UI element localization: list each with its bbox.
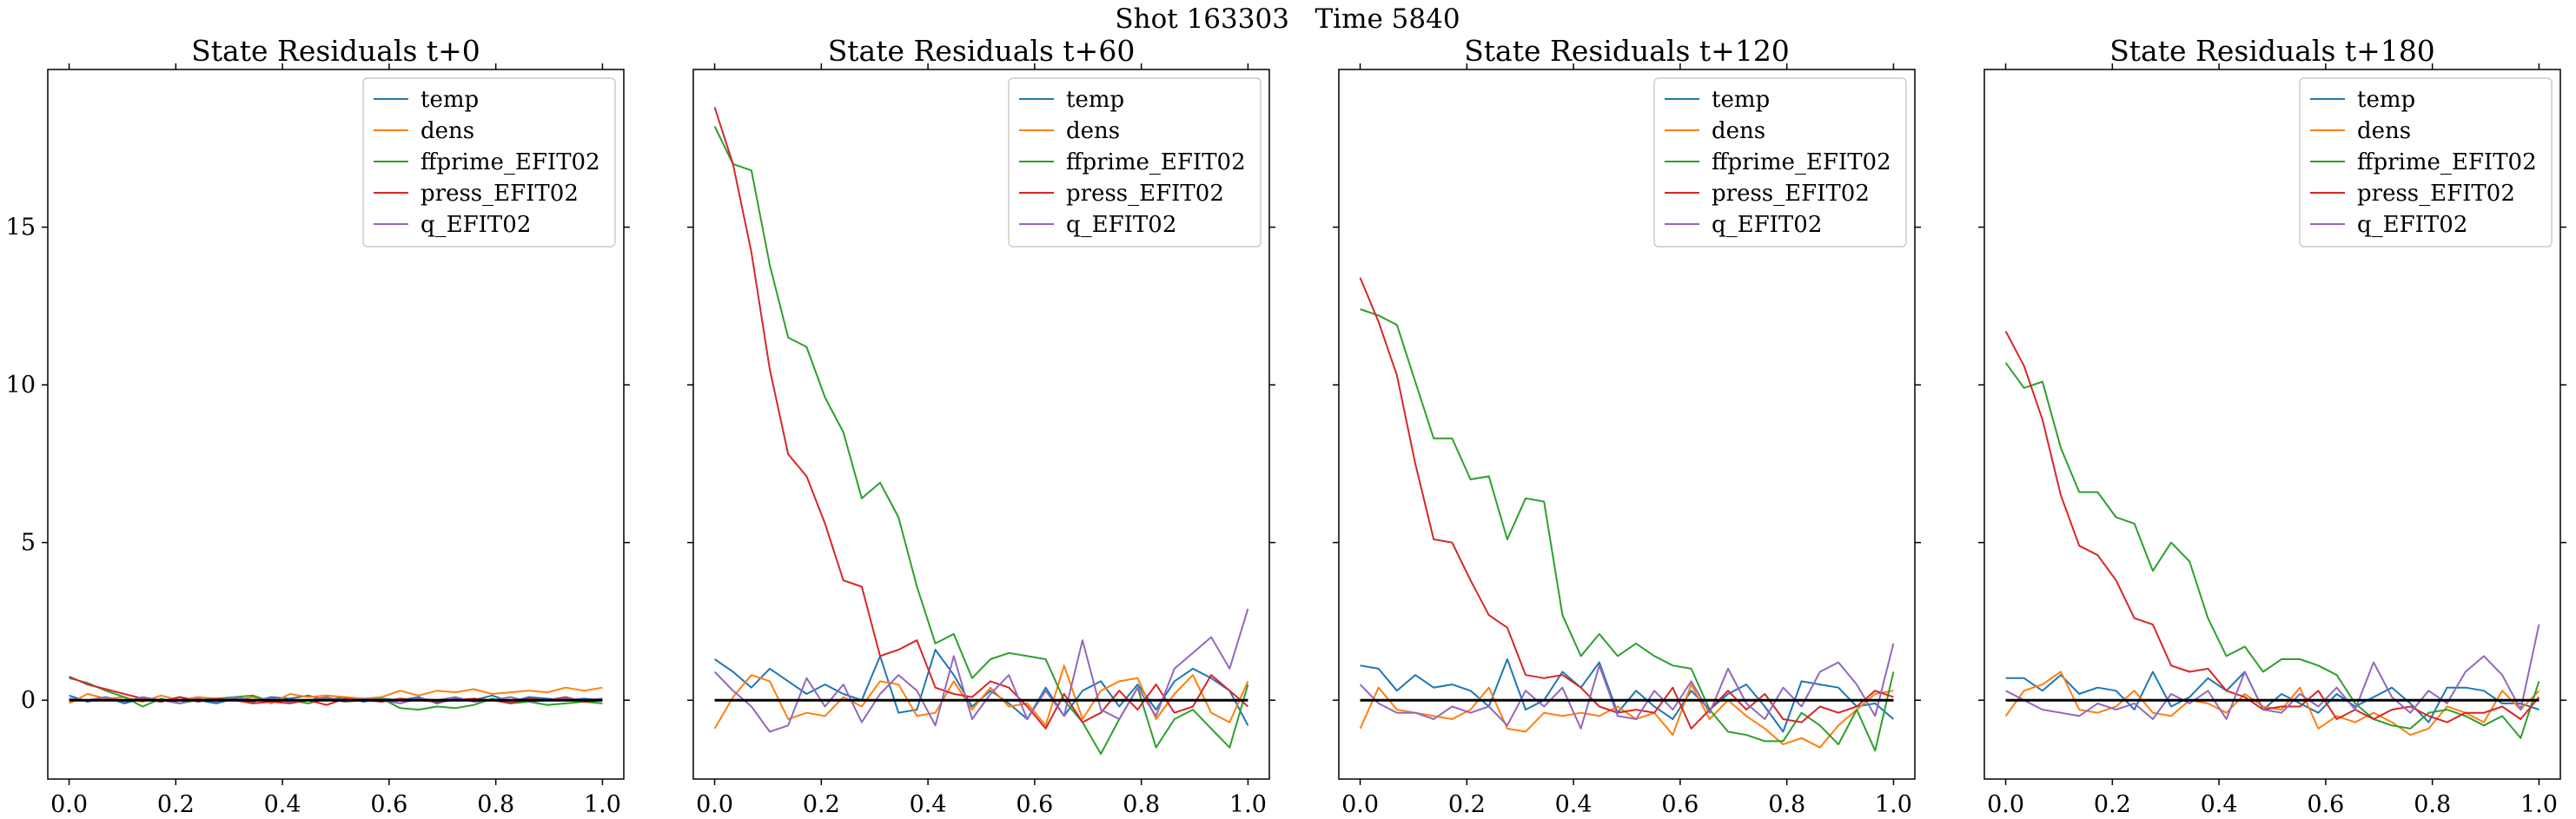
x-tick-label: 0.6 bbox=[1661, 791, 1699, 818]
x-tick-label: 0.2 bbox=[2094, 791, 2131, 818]
series-line-dens bbox=[69, 686, 603, 704]
axes-frame bbox=[1338, 69, 1916, 780]
x-tick-label: 0.6 bbox=[1016, 791, 1053, 818]
x-tick-label: 0.0 bbox=[696, 791, 733, 818]
series-line-dens bbox=[1359, 684, 1894, 749]
x-tick-label: 0.8 bbox=[1768, 791, 1805, 818]
series-line-temp bbox=[1360, 658, 1895, 733]
legend: temp dens ffprime_EFIT02 press_EFIT02 q_EFIT… bbox=[1653, 77, 1907, 248]
series-line-q-efit02 bbox=[713, 608, 1249, 733]
series-line-ffprime-efit02 bbox=[713, 125, 1249, 755]
x-tick-label: 1.0 bbox=[1229, 791, 1267, 818]
series-line-press-efit02 bbox=[713, 107, 1249, 730]
legend-box bbox=[2299, 77, 2553, 248]
legend-label: ffprime_EFIT02 bbox=[1712, 149, 1891, 175]
legend-label: q_EFIT02 bbox=[1066, 212, 1176, 238]
legend-label: q_EFIT02 bbox=[1712, 212, 1822, 238]
y-tick-label: 10 bbox=[6, 372, 36, 399]
x-tick-label: 1.0 bbox=[1875, 791, 1912, 818]
series-line-press-efit02 bbox=[2004, 330, 2540, 723]
subplot-grid: State Residuals t+0 0.0 0.2 0.4 0.6 0.8 1.0 0 5 1… bbox=[6, 34, 2566, 818]
x-tick-label: 0.2 bbox=[803, 791, 840, 818]
legend-label: dens bbox=[1066, 118, 1120, 144]
x-tick-label: 1.0 bbox=[584, 791, 621, 818]
legend: temp dens ffprime_EFIT02 press_EFIT02 q_EFIT… bbox=[362, 77, 616, 248]
legend-box bbox=[1653, 77, 1907, 248]
subplot-2: State Residuals t+60 0.0 0.2 0.4 0.6 0.8 1.0 te… bbox=[687, 34, 1275, 818]
x-tick-label: 0.4 bbox=[1555, 791, 1593, 818]
x-tick-label: 0.2 bbox=[157, 791, 195, 818]
y-tick-label: 0 bbox=[21, 687, 36, 714]
legend-label: q_EFIT02 bbox=[2357, 212, 2467, 238]
legend-label: ffprime_EFIT02 bbox=[2357, 149, 2537, 175]
x-tick-label: 0.4 bbox=[264, 791, 301, 818]
series-line-q-efit02 bbox=[2005, 624, 2540, 720]
x-tick-label: 0.6 bbox=[2307, 791, 2344, 818]
subplot-3: State Residuals t+120 0.0 0.2 0.4 0.6 0.8 1.0 t… bbox=[1333, 34, 1921, 818]
legend-label: press_EFIT02 bbox=[2357, 181, 2515, 207]
x-tick-label: 0.2 bbox=[1448, 791, 1486, 818]
legend-label: dens bbox=[1712, 118, 1765, 144]
x-tick-label: 0.8 bbox=[1122, 791, 1160, 818]
x-tick-label: 0.6 bbox=[370, 791, 407, 818]
figure-suptitle: Shot 163303 Time 5840 bbox=[1115, 3, 1460, 35]
legend-label: temp bbox=[1712, 87, 1770, 113]
legend-label: ffprime_EFIT02 bbox=[421, 149, 600, 175]
subplot-1: State Residuals t+0 0.0 0.2 0.4 0.6 0.8 1.0 0 5 1… bbox=[6, 34, 630, 818]
series-line-ffprime-efit02 bbox=[2004, 362, 2540, 739]
legend-label: dens bbox=[421, 118, 474, 144]
legend-box bbox=[1008, 77, 1262, 248]
x-tick-label: 0.8 bbox=[477, 791, 514, 818]
x-tick-label: 0.4 bbox=[2201, 791, 2238, 818]
series-line-press-efit02 bbox=[1359, 277, 1894, 730]
subplot-title: State Residuals t+180 bbox=[2109, 34, 2435, 68]
axes-frame bbox=[692, 69, 1270, 780]
legend-label: temp bbox=[421, 87, 479, 113]
legend-label: q_EFIT02 bbox=[421, 212, 531, 238]
legend-label: temp bbox=[2357, 87, 2415, 113]
series-line-dens bbox=[713, 664, 1249, 730]
series-line-ffprime-efit02 bbox=[1360, 308, 1895, 752]
subplot-4: State Residuals t+180 0.0 0.2 0.4 0.6 0.8 1.0 t… bbox=[1978, 34, 2566, 818]
series-line-temp bbox=[2005, 670, 2540, 723]
legend-label: press_EFIT02 bbox=[421, 181, 579, 207]
y-tick-label: 15 bbox=[6, 215, 36, 241]
legend-label: press_EFIT02 bbox=[1066, 181, 1224, 207]
x-tick-label: 0.8 bbox=[2414, 791, 2451, 818]
x-tick-label: 0.4 bbox=[910, 791, 947, 818]
axes-frame bbox=[1983, 69, 2561, 780]
subplot-title: State Residuals t+0 bbox=[191, 34, 480, 68]
legend-label: temp bbox=[1066, 87, 1124, 113]
x-tick-label: 1.0 bbox=[2520, 791, 2558, 818]
legend: temp dens ffprime_EFIT02 press_EFIT02 q_EFIT… bbox=[2299, 77, 2553, 248]
axes-frame bbox=[47, 69, 625, 780]
subplot-title: State Residuals t+120 bbox=[1464, 34, 1790, 68]
y-tick-label: 5 bbox=[21, 530, 36, 557]
legend-label: press_EFIT02 bbox=[1712, 181, 1870, 207]
legend-label: dens bbox=[2357, 118, 2411, 144]
x-tick-label: 0.0 bbox=[1341, 791, 1379, 818]
x-tick-label: 0.0 bbox=[1987, 791, 2024, 818]
legend-label: ffprime_EFIT02 bbox=[1066, 149, 1246, 175]
subplot-title: State Residuals t+60 bbox=[828, 34, 1136, 68]
legend-box bbox=[362, 77, 616, 248]
legend: temp dens ffprime_EFIT02 press_EFIT02 q_EFIT… bbox=[1008, 77, 1262, 248]
x-tick-label: 0.0 bbox=[50, 791, 88, 818]
